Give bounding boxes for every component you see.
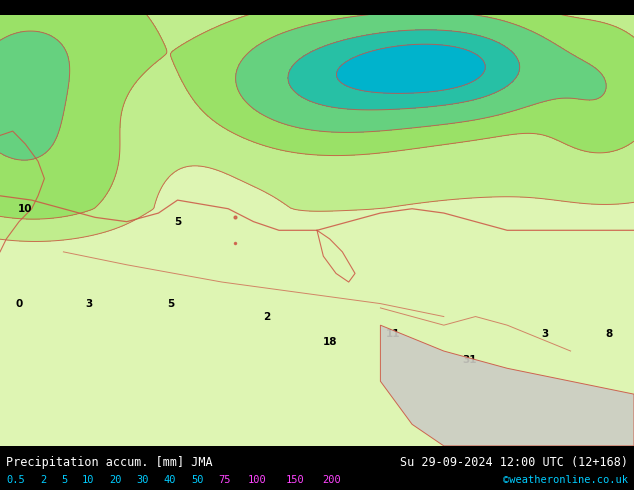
Text: Su 29-09-2024 12:00 UTC (12+168): Su 29-09-2024 12:00 UTC (12+168) [399,456,628,468]
Text: 11: 11 [386,329,400,339]
Text: 30: 30 [136,475,149,485]
Text: 150: 150 [285,475,304,485]
Text: ©weatheronline.co.uk: ©weatheronline.co.uk [503,475,628,485]
Text: 31: 31 [462,355,476,365]
Text: 5: 5 [167,298,175,309]
Text: 10: 10 [18,204,32,214]
Text: 20: 20 [109,475,122,485]
Text: 0: 0 [15,298,23,309]
Text: 0.5: 0.5 [6,475,25,485]
Text: 75: 75 [218,475,231,485]
Text: 100: 100 [248,475,267,485]
Text: 3: 3 [541,329,549,339]
Text: 40: 40 [164,475,176,485]
Text: 2: 2 [40,475,46,485]
Text: 18: 18 [323,338,337,347]
Text: Precipitation accum. [mm] JMA: Precipitation accum. [mm] JMA [6,456,213,468]
Text: 2: 2 [262,312,270,321]
Text: 10: 10 [82,475,94,485]
Text: 50: 50 [191,475,204,485]
Text: 3: 3 [85,298,93,309]
Text: 5: 5 [174,217,181,227]
Text: 8: 8 [605,329,612,339]
Polygon shape [380,325,634,446]
Text: 5: 5 [61,475,67,485]
Text: 200: 200 [323,475,342,485]
